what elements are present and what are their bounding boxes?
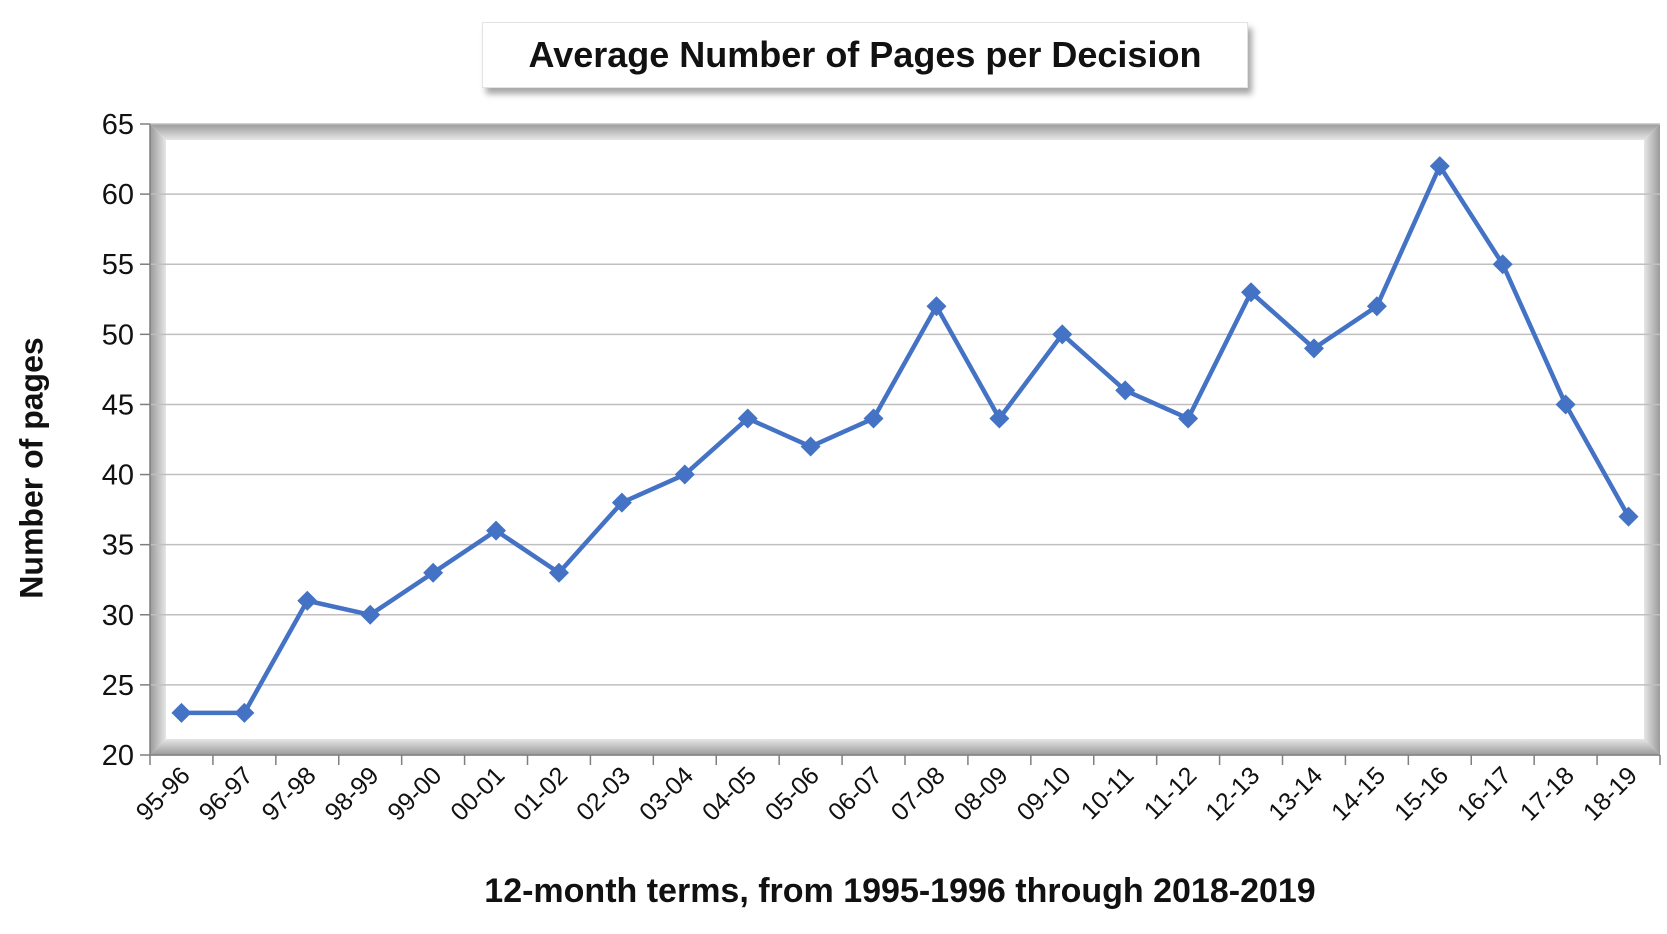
x-tick-label: 07-08: [886, 761, 951, 826]
y-tick-label: 20: [102, 740, 134, 772]
data-point: [548, 562, 569, 583]
data-point: [674, 464, 695, 485]
frame-bevel-right: [1644, 124, 1660, 755]
data-point: [1178, 408, 1199, 429]
x-tick-label: 12-13: [1200, 761, 1265, 826]
x-tick-label: 01-02: [508, 761, 573, 826]
y-tick-label: 35: [102, 530, 134, 562]
x-tick-label: 10-11: [1076, 761, 1140, 825]
data-point: [234, 702, 255, 723]
data-point: [171, 702, 192, 723]
x-tick-label: 99-00: [382, 761, 447, 826]
x-tick-label: 98-99: [319, 761, 384, 826]
chart-title: Average Number of Pages per Decision: [528, 34, 1202, 75]
series-group: [171, 156, 1639, 723]
x-tick-label: 04-05: [697, 761, 762, 826]
y-tick-label: 50: [102, 319, 134, 351]
data-point: [1618, 506, 1639, 527]
x-axis-ticks: 95-9696-9797-9898-9999-0000-0101-0202-03…: [131, 755, 1661, 826]
data-point: [1555, 394, 1576, 415]
data-point: [297, 590, 318, 611]
data-point: [1052, 324, 1073, 345]
y-tick-label: 40: [102, 460, 134, 492]
x-tick-label: 14-15: [1326, 761, 1391, 826]
y-tick-label: 30: [102, 600, 134, 632]
y-axis-ticks: 20 25 30 35 40 45 50 55 60 65: [102, 109, 150, 772]
series-line: [181, 163, 1631, 716]
y-tick-label: 25: [102, 670, 134, 702]
x-tick-label: 95-96: [131, 761, 196, 826]
x-tick-label: 11-12: [1139, 761, 1203, 825]
y-axis-label: Number of pages: [13, 337, 50, 599]
data-point: [1492, 254, 1513, 275]
plot-area-frame: [150, 124, 1660, 755]
x-tick-label: 18-19: [1578, 761, 1643, 826]
y-tick-label: 55: [102, 249, 134, 281]
x-tick-label: 17-18: [1515, 761, 1580, 826]
data-point: [989, 408, 1010, 429]
data-point: [1303, 338, 1324, 359]
x-tick-label: 13-14: [1263, 761, 1328, 826]
x-axis-label: 12-month terms, from 1995-1996 through 2…: [484, 872, 1316, 910]
x-tick-label: 09-10: [1012, 761, 1077, 826]
x-tick-label: 96-97: [194, 761, 259, 826]
data-point: [1241, 282, 1262, 303]
y-tick-label: 60: [102, 179, 134, 211]
plot-area: [150, 124, 1660, 755]
y-tick-label: 65: [102, 109, 134, 141]
x-tick-label: 97-98: [257, 761, 322, 826]
chart-title-box: Average Number of Pages per Decision: [482, 22, 1248, 88]
gridlines: [150, 123, 1660, 756]
data-point: [423, 562, 444, 583]
frame-bevel-bottom: [150, 739, 1660, 755]
data-point: [1115, 380, 1136, 401]
x-tick-label: 08-09: [949, 761, 1014, 826]
data-point: [863, 408, 884, 429]
x-tick-label: 00-01: [445, 761, 510, 826]
data-point: [486, 520, 507, 541]
data-point: [1429, 156, 1450, 177]
y-tick-label: 45: [102, 389, 134, 421]
x-tick-label: 03-04: [634, 761, 699, 826]
x-tick-label: 05-06: [760, 761, 825, 826]
data-point: [800, 436, 821, 457]
x-tick-label: 15-16: [1389, 761, 1454, 826]
x-tick-label: 02-03: [571, 761, 636, 826]
data-point: [611, 492, 632, 513]
data-point: [926, 296, 947, 317]
frame-bevel-left: [150, 124, 166, 755]
data-point: [360, 604, 381, 625]
frame-bevel-top: [150, 124, 1660, 140]
x-tick-label: 06-07: [823, 761, 888, 826]
data-point: [737, 408, 758, 429]
data-point: [1366, 296, 1387, 317]
x-tick-label: 16-17: [1452, 761, 1517, 826]
